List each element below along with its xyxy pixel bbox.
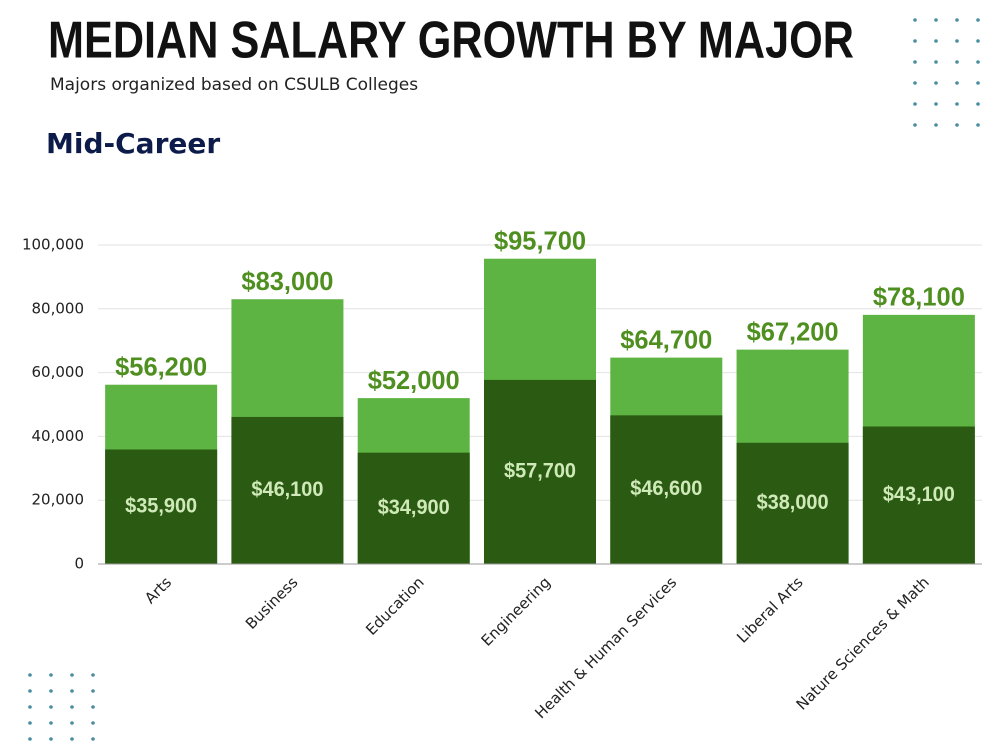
decor-dot bbox=[28, 689, 32, 693]
decor-dot bbox=[70, 737, 74, 741]
decor-dot bbox=[955, 60, 959, 64]
decor-dot bbox=[913, 60, 917, 64]
decor-dot bbox=[913, 102, 917, 106]
decor-dot bbox=[934, 60, 938, 64]
x-tick-label: Nature Sciences & Math bbox=[793, 573, 933, 713]
value-label: $46,100 bbox=[251, 478, 323, 501]
decor-dot bbox=[70, 721, 74, 725]
decor-dot bbox=[28, 721, 32, 725]
decor-dot bbox=[28, 737, 32, 741]
value-label: $38,000 bbox=[757, 491, 829, 514]
bar bbox=[357, 452, 470, 564]
y-tick-label: 40,000 bbox=[32, 427, 85, 445]
decor-dot bbox=[955, 18, 959, 22]
decor-dot bbox=[28, 705, 32, 709]
x-tick-label: Education bbox=[362, 573, 428, 639]
x-tick-label: Business bbox=[242, 573, 302, 633]
decor-dot bbox=[913, 81, 917, 85]
decor-dot bbox=[91, 721, 95, 725]
chart-subtitle: Majors organized based on CSULB Colleges bbox=[50, 75, 418, 95]
value-label: $56,200 bbox=[115, 352, 207, 382]
decor-dot bbox=[934, 18, 938, 22]
y-tick-label: 60,000 bbox=[32, 363, 85, 381]
y-tick-label: 0 bbox=[74, 555, 84, 573]
decor-dot bbox=[91, 673, 95, 677]
decor-dot bbox=[976, 123, 980, 127]
bar bbox=[610, 415, 723, 564]
decor-dot bbox=[955, 39, 959, 43]
chart-title: MEDIAN SALARY GROWTH BY MAJOR bbox=[48, 12, 854, 70]
x-tick-label: Liberal Arts bbox=[733, 573, 806, 646]
x-tick-label: Engineering bbox=[478, 573, 554, 649]
decor-dot bbox=[913, 39, 917, 43]
decor-dot bbox=[49, 689, 53, 693]
value-label: $95,700 bbox=[494, 226, 586, 256]
bar bbox=[484, 379, 596, 564]
x-tick-label: Arts bbox=[141, 573, 175, 607]
value-label: $35,900 bbox=[125, 494, 197, 517]
decor-dot bbox=[49, 737, 53, 741]
decor-dot bbox=[934, 102, 938, 106]
bar bbox=[862, 426, 975, 564]
decor-dot bbox=[913, 18, 917, 22]
decor-dot bbox=[49, 673, 53, 677]
bar bbox=[105, 449, 218, 564]
decor-dot bbox=[70, 673, 74, 677]
decor-dot bbox=[913, 123, 917, 127]
decor-dot bbox=[70, 705, 74, 709]
value-label: $43,100 bbox=[883, 483, 955, 506]
value-label: $83,000 bbox=[241, 266, 333, 296]
value-label: $64,700 bbox=[620, 324, 712, 354]
decor-dot bbox=[976, 39, 980, 43]
decor-dot bbox=[49, 721, 53, 725]
decor-dot bbox=[976, 60, 980, 64]
decor-dot bbox=[955, 102, 959, 106]
y-tick-label: 80,000 bbox=[32, 299, 85, 317]
value-label: $57,700 bbox=[504, 460, 576, 483]
y-tick-label: 100,000 bbox=[22, 236, 84, 254]
bar bbox=[736, 442, 849, 564]
value-label: $78,100 bbox=[873, 282, 965, 312]
decor-dot bbox=[934, 123, 938, 127]
decor-dot bbox=[976, 18, 980, 22]
decor-dot bbox=[976, 102, 980, 106]
decor-dot bbox=[955, 123, 959, 127]
decor-dot bbox=[91, 689, 95, 693]
y-tick-label: 20,000 bbox=[32, 491, 85, 509]
decor-dot bbox=[955, 81, 959, 85]
decor-dot bbox=[49, 705, 53, 709]
value-label: $52,000 bbox=[368, 365, 460, 395]
section-heading: Mid-Career bbox=[46, 127, 220, 160]
value-label: $67,200 bbox=[747, 317, 839, 347]
decor-dot bbox=[934, 39, 938, 43]
x-tick-label: Health & Human Services bbox=[531, 573, 680, 722]
decor-dot bbox=[28, 673, 32, 677]
decor-dot bbox=[976, 81, 980, 85]
decor-dot bbox=[70, 689, 74, 693]
decor-dot bbox=[91, 705, 95, 709]
decor-dot bbox=[91, 737, 95, 741]
value-label: $34,900 bbox=[378, 496, 450, 519]
value-label: $46,600 bbox=[630, 477, 702, 500]
bar bbox=[231, 416, 344, 564]
decor-dot bbox=[934, 81, 938, 85]
